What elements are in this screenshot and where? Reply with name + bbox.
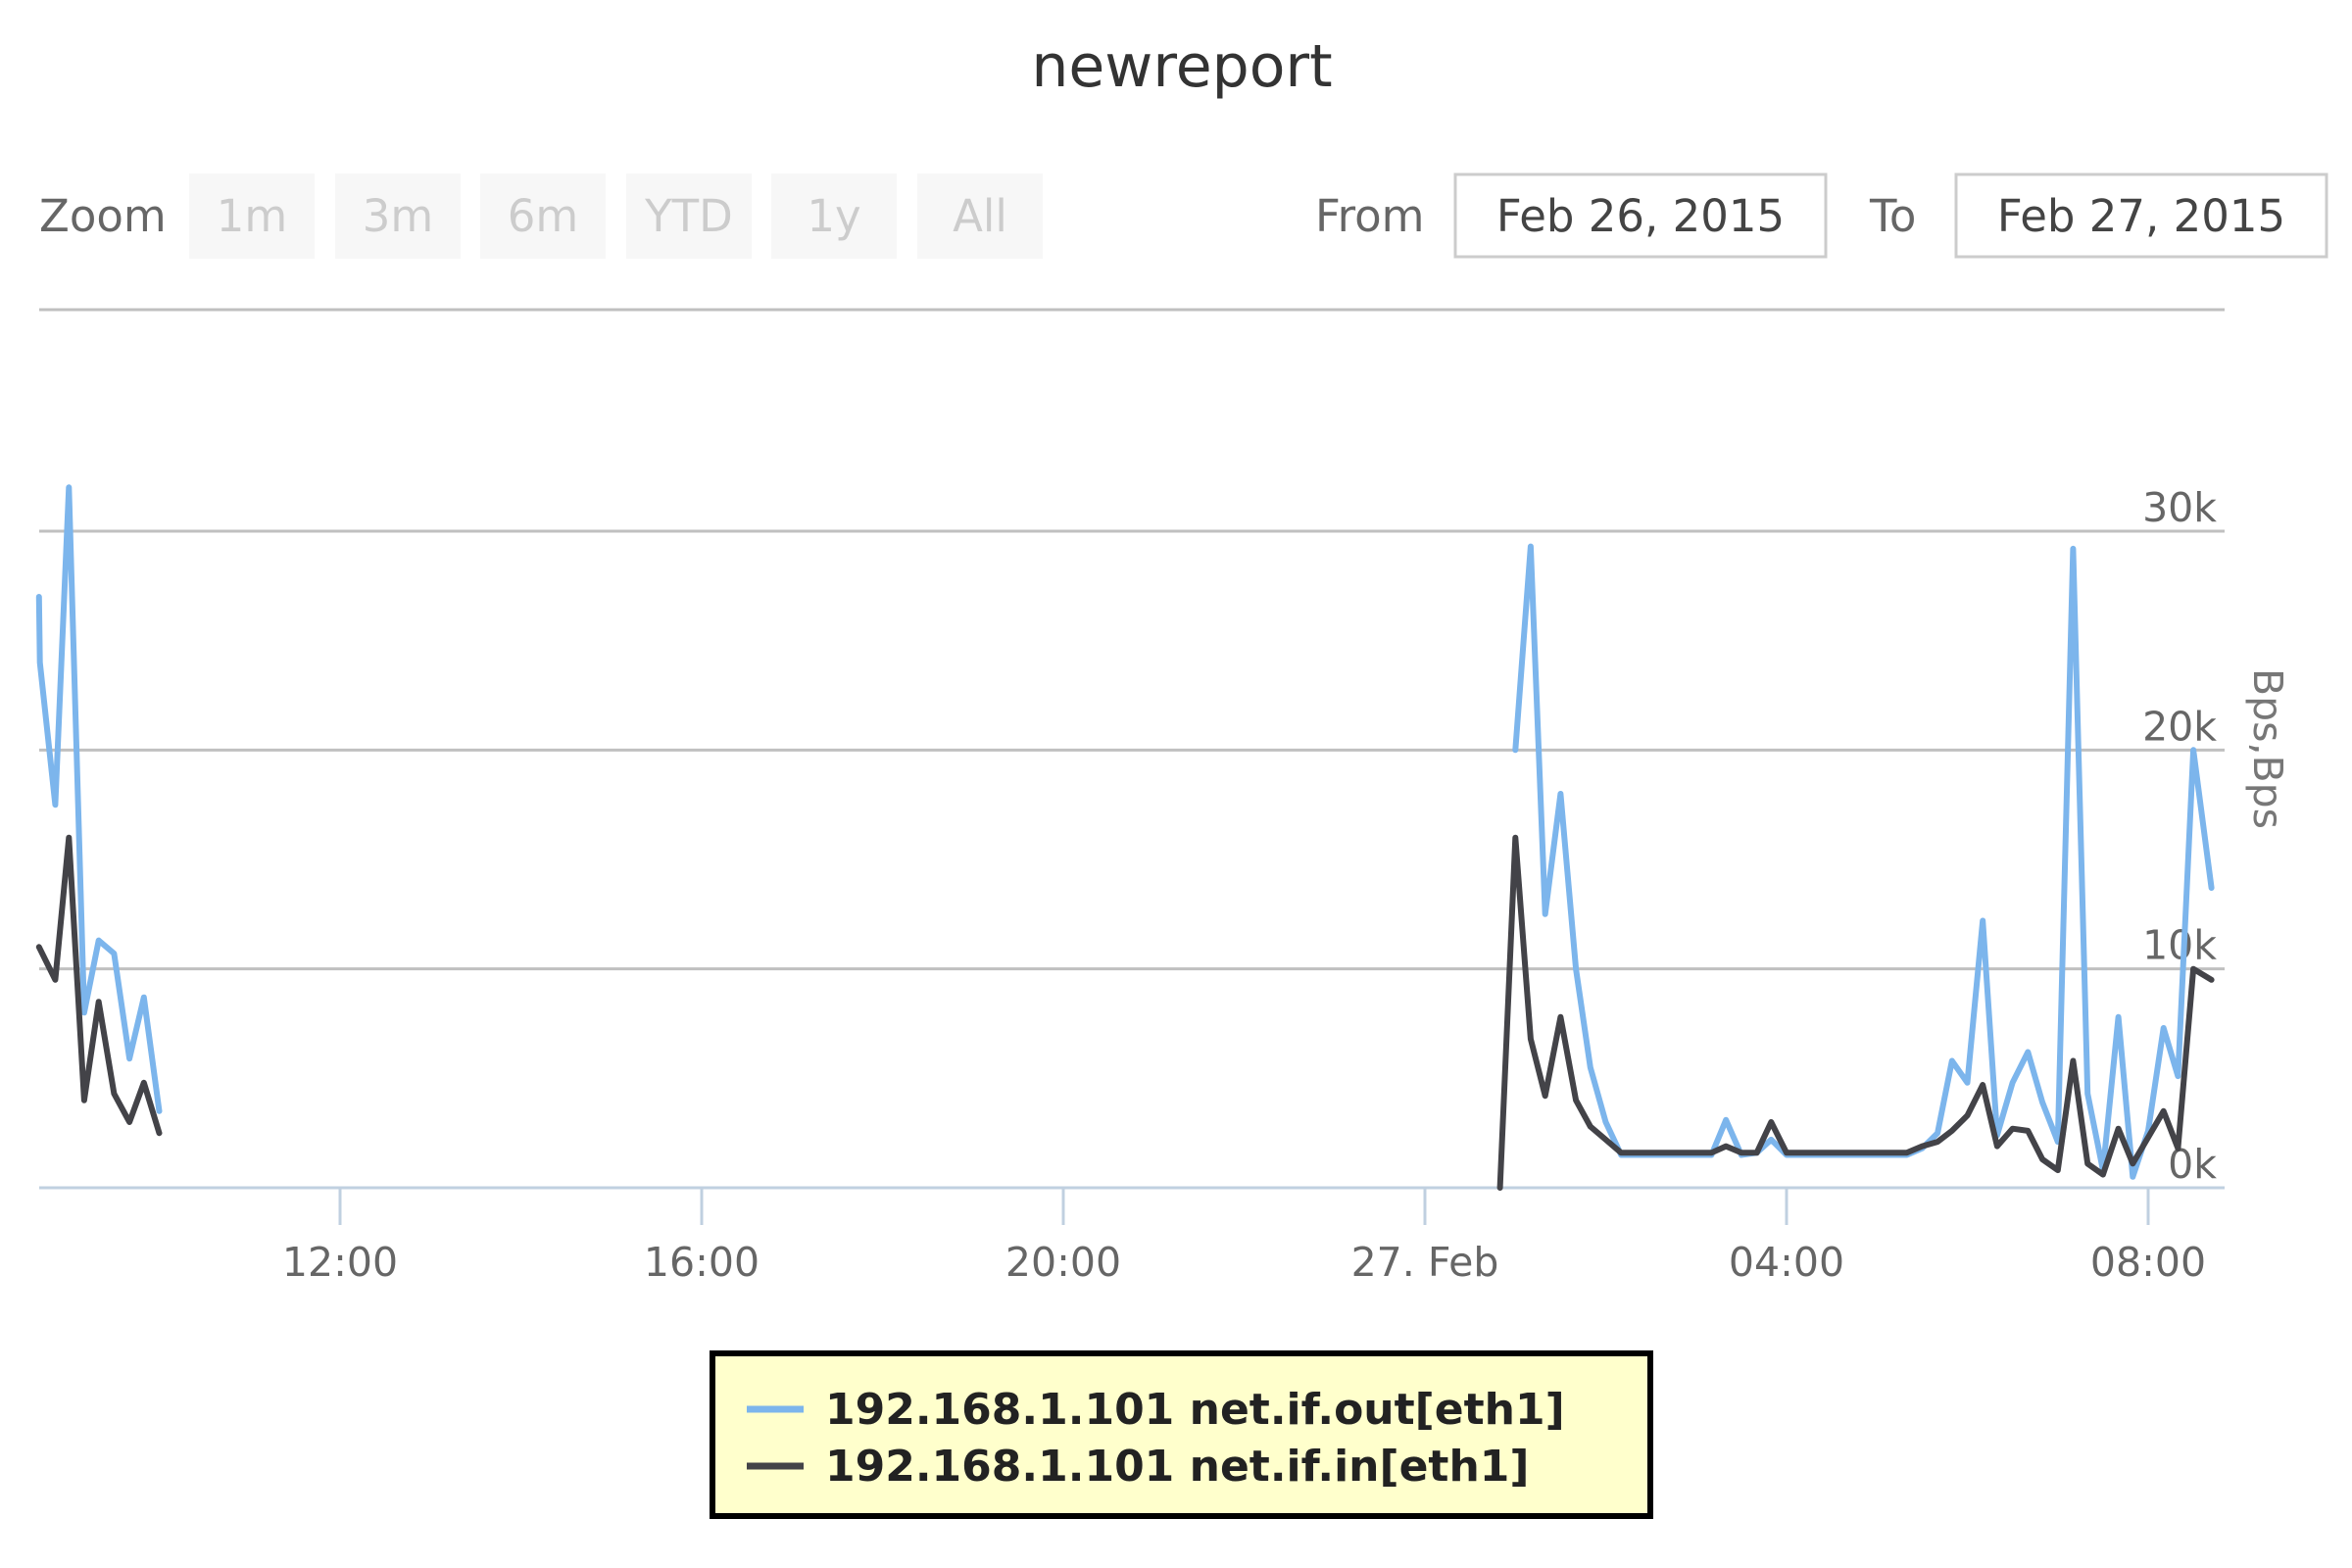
to-label: To xyxy=(1869,190,1916,242)
y-tick-label: 30k xyxy=(2142,484,2217,531)
legend-label: 192.168.1.101 net.if.out[eth1] xyxy=(825,1385,1565,1435)
zoom-label: Zoom xyxy=(39,190,167,242)
zoom-button-bg[interactable] xyxy=(189,173,315,259)
x-tick-label: 27. Feb xyxy=(1351,1239,1499,1286)
zoom-button-bg[interactable] xyxy=(335,173,461,259)
legend-items: 192.168.1.101 net.if.out[eth1] 192.168.1.… xyxy=(747,1385,1565,1492)
zoom-button-ytd[interactable]: YTD xyxy=(626,173,752,259)
zoom-button-label: YTD xyxy=(644,190,733,242)
series-line xyxy=(1512,543,2215,1180)
zoom-button-bg[interactable] xyxy=(917,173,1043,259)
legend-item[interactable]: 192.168.1.101 net.if.out[eth1] xyxy=(747,1385,1565,1435)
series-out xyxy=(35,484,2215,1180)
series-group xyxy=(35,484,2215,1191)
zoom-button-bg[interactable] xyxy=(626,173,752,259)
y-tick-label: 10k xyxy=(2142,922,2217,969)
series-line xyxy=(35,834,163,1137)
zoom-button-1y[interactable]: 1y xyxy=(771,173,897,259)
legend-item[interactable]: 192.168.1.101 net.if.in[eth1] xyxy=(747,1442,1530,1492)
zoom-button-label: All xyxy=(953,190,1007,242)
x-tick-label: 08:00 xyxy=(2090,1239,2206,1286)
zoom-button-label: 6m xyxy=(508,190,578,242)
to-date-input[interactable]: Feb 27, 2015 xyxy=(1954,172,2328,259)
from-label: From xyxy=(1315,190,1425,242)
x-tick-label: 04:00 xyxy=(1729,1239,1844,1286)
zoom-button-label: 1m xyxy=(217,190,287,242)
to-date-value: Feb 27, 2015 xyxy=(1997,190,2285,242)
zoom-button-1m[interactable]: 1m xyxy=(189,173,315,259)
y-axis-title: Bps,Bps xyxy=(2244,668,2291,829)
legend: 192.168.1.101 net.if.out[eth1] 192.168.1.… xyxy=(710,1350,1653,1519)
from-date-value: Feb 26, 2015 xyxy=(1496,190,1785,242)
zoom-button-label: 3m xyxy=(363,190,433,242)
zoom-button-bg[interactable] xyxy=(771,173,897,259)
zoom-button-6m[interactable]: 6m xyxy=(480,173,606,259)
zoom-button-label: 1y xyxy=(807,190,860,242)
x-axis: 12:00 16:00 20:00 27. Feb 04:00 08:00 xyxy=(39,1186,2225,1286)
series-line xyxy=(1496,834,2215,1191)
x-tick-label: 12:00 xyxy=(282,1239,398,1286)
legend-label: 192.168.1.101 net.if.in[eth1] xyxy=(825,1442,1530,1492)
chart-title: newreport xyxy=(1031,32,1332,101)
zoom-button-bg[interactable] xyxy=(480,173,606,259)
series-line xyxy=(35,484,163,1114)
legend-box xyxy=(710,1350,1653,1519)
x-tick-label: 16:00 xyxy=(644,1239,760,1286)
y-tick-label: 20k xyxy=(2142,703,2217,750)
series-in xyxy=(35,834,2215,1191)
to-date-box[interactable] xyxy=(1954,172,2328,259)
grid-lines xyxy=(39,529,2225,971)
zoom-button-3m[interactable]: 3m xyxy=(335,173,461,259)
x-tick-label: 20:00 xyxy=(1005,1239,1121,1286)
zoom-button-all[interactable]: All xyxy=(917,173,1043,259)
from-date-input[interactable]: Feb 26, 2015 xyxy=(1453,172,1828,259)
range-selector: Zoom 1m 3m 6m YTD 1y All From Feb 26, 2015 To… xyxy=(39,172,2328,259)
zoom-buttons: 1m 3m 6m YTD 1y All xyxy=(189,173,1043,259)
from-date-box[interactable] xyxy=(1453,172,1828,259)
